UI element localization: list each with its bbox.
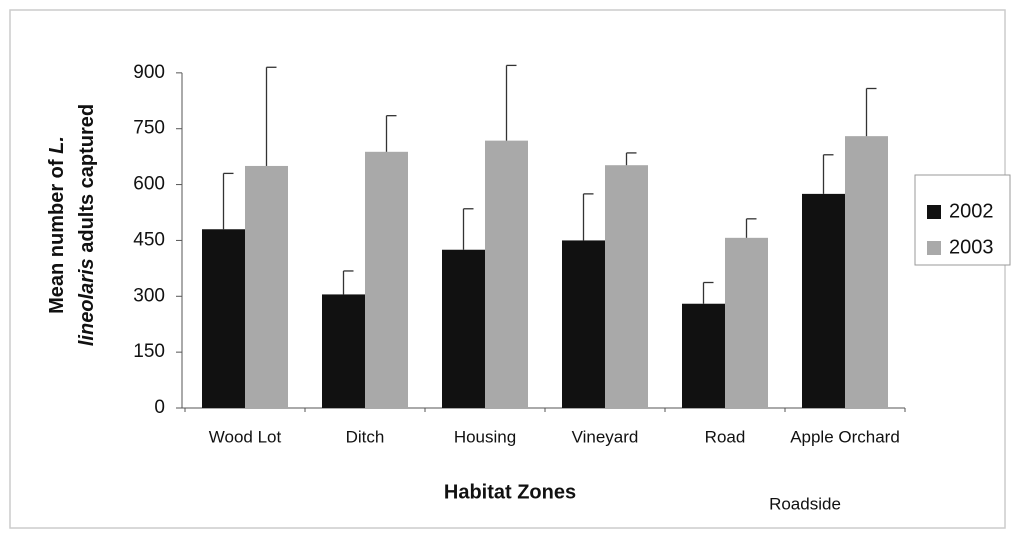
y-tick-label: 450 [133,229,165,250]
x-tick-label: Housing [454,427,516,446]
y-tick-label: 0 [154,397,165,418]
y-axis-label-part: adults captured [76,104,98,258]
bar [485,140,528,408]
y-tick-label: 750 [133,118,165,139]
y-tick-label: 600 [133,174,165,195]
x-tick-label: Ditch [346,427,385,446]
y-tick-label: 900 [133,62,165,83]
y-tick-label: 150 [133,341,165,362]
y-axis-label-part: L. [46,136,68,154]
y-axis-label-part: lineolaris [76,258,98,346]
bar [725,237,768,408]
chart-frame [9,9,1006,529]
legend-label: 2002 [949,200,994,222]
bar [322,294,365,408]
bar [562,240,605,408]
bar [442,249,485,408]
x-axis-label: Habitat Zones [444,481,576,503]
legend-swatch [927,205,941,219]
bar [605,165,648,408]
x-tick-label: Wood Lot [209,427,282,446]
x-tick-label: Apple Orchard [790,427,900,446]
y-axis-label-part: Mean number of [46,154,68,314]
legend-label: 2003 [949,236,994,258]
bar [202,229,245,408]
y-tick-label: 300 [133,285,165,306]
x-tick-label: Vineyard [572,427,639,446]
annotation: Roadside [769,494,841,513]
bar [845,136,888,408]
legend-swatch [927,241,941,255]
bar [682,303,725,408]
y-axis-label: lineolaris adults captured [76,104,98,346]
x-tick-label: Road [705,427,746,446]
y-axis-label: Mean number of L. [46,136,68,314]
bar [802,193,845,408]
bar [365,151,408,408]
bar [245,165,288,408]
